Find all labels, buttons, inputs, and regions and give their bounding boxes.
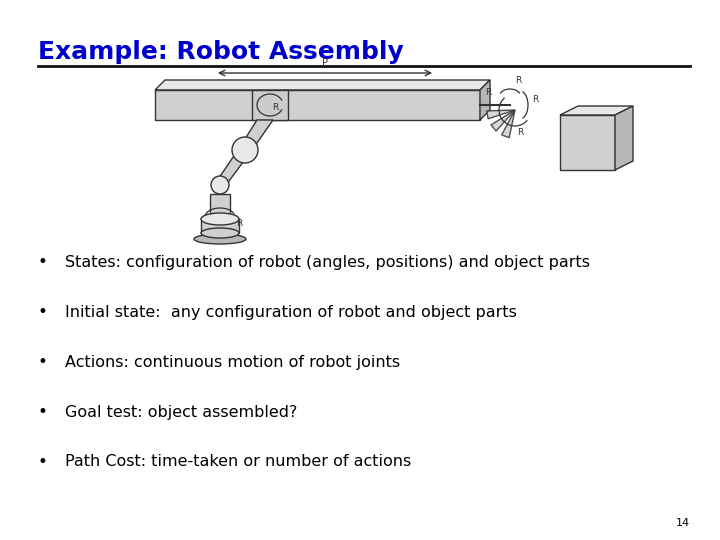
Ellipse shape bbox=[194, 234, 246, 244]
Polygon shape bbox=[214, 150, 252, 185]
Text: Example: Robot Assembly: Example: Robot Assembly bbox=[38, 40, 404, 64]
Text: Goal test: object assembled?: Goal test: object assembled? bbox=[65, 404, 297, 420]
Polygon shape bbox=[487, 110, 515, 119]
Text: •: • bbox=[38, 303, 48, 321]
Polygon shape bbox=[615, 106, 633, 170]
Polygon shape bbox=[238, 120, 273, 150]
Polygon shape bbox=[491, 110, 515, 131]
Text: R: R bbox=[532, 96, 539, 105]
Polygon shape bbox=[155, 90, 480, 120]
Circle shape bbox=[211, 176, 229, 194]
Ellipse shape bbox=[201, 213, 239, 225]
Polygon shape bbox=[252, 90, 288, 120]
Text: R: R bbox=[236, 219, 242, 228]
Text: Path Cost: time-taken or number of actions: Path Cost: time-taken or number of actio… bbox=[65, 455, 411, 469]
Polygon shape bbox=[560, 115, 615, 170]
Text: Initial state:  any configuration of robot and object parts: Initial state: any configuration of robo… bbox=[65, 305, 517, 320]
Text: States: configuration of robot (angles, positions) and object parts: States: configuration of robot (angles, … bbox=[65, 254, 590, 269]
Text: 14: 14 bbox=[676, 518, 690, 528]
Text: R: R bbox=[272, 104, 278, 112]
Polygon shape bbox=[502, 110, 515, 138]
Polygon shape bbox=[210, 194, 230, 219]
Polygon shape bbox=[155, 80, 490, 90]
Text: •: • bbox=[38, 253, 48, 271]
Polygon shape bbox=[560, 106, 633, 115]
Text: •: • bbox=[38, 353, 48, 371]
Text: P: P bbox=[322, 58, 328, 68]
Text: •: • bbox=[38, 403, 48, 421]
Text: R: R bbox=[515, 76, 521, 85]
Text: R: R bbox=[485, 88, 491, 97]
Ellipse shape bbox=[201, 228, 239, 238]
Circle shape bbox=[232, 137, 258, 163]
Text: •: • bbox=[38, 453, 48, 471]
Polygon shape bbox=[480, 80, 490, 120]
Text: Actions: continuous motion of robot joints: Actions: continuous motion of robot join… bbox=[65, 354, 400, 369]
Polygon shape bbox=[201, 219, 239, 233]
Text: R: R bbox=[517, 128, 523, 137]
